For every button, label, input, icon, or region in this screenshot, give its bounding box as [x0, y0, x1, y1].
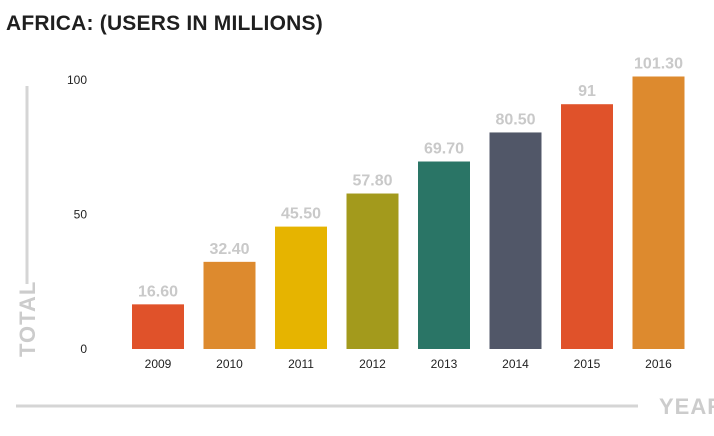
data-label-2014: 80.50	[495, 111, 535, 128]
bar-2014	[489, 132, 542, 349]
bar-2013	[418, 161, 470, 349]
data-label-2012: 57.80	[352, 173, 392, 190]
x-tick-2012: 2012	[359, 357, 386, 371]
x-tick-2015: 2015	[574, 357, 601, 371]
x-axis-label: YEAR	[659, 394, 714, 419]
data-label-2013: 69.70	[424, 141, 464, 158]
bar-2016	[632, 76, 685, 350]
bar-2012	[346, 193, 399, 349]
y-tick-label: 0	[80, 342, 87, 356]
data-label-2016: 101.30	[634, 56, 683, 73]
data-label-2010: 32.40	[209, 241, 249, 258]
data-label-2009: 16.60	[138, 283, 178, 300]
data-label-2015: 91	[578, 83, 596, 100]
chart-title: AFRICA: (USERS IN MILLIONS)	[6, 12, 323, 35]
x-tick-2011: 2011	[288, 357, 314, 371]
y-ticks: 0 50 100	[67, 73, 87, 356]
x-tick-2016: 2016	[645, 357, 672, 371]
x-tick-2013: 2013	[431, 357, 458, 371]
x-tick-2009: 2009	[145, 357, 172, 371]
data-labels: 16.60 32.40 45.50 57.80 69.70 80.50 91 101.30	[138, 56, 683, 301]
data-label-2011: 45.50	[281, 206, 321, 223]
bar-2011	[275, 226, 327, 349]
bars	[132, 76, 685, 350]
x-tick-2014: 2014	[502, 357, 529, 371]
bar-2009	[132, 304, 184, 349]
bar-2010	[203, 261, 256, 349]
x-tick-2010: 2010	[216, 357, 243, 371]
bar-2015	[561, 104, 613, 350]
x-ticks: 2009 2010 2011 2012 2013 2014 2015 2016	[145, 357, 673, 371]
y-tick-label: 100	[67, 73, 87, 87]
y-axis-label: TOTAL	[15, 281, 40, 357]
y-tick-label: 50	[74, 208, 88, 222]
